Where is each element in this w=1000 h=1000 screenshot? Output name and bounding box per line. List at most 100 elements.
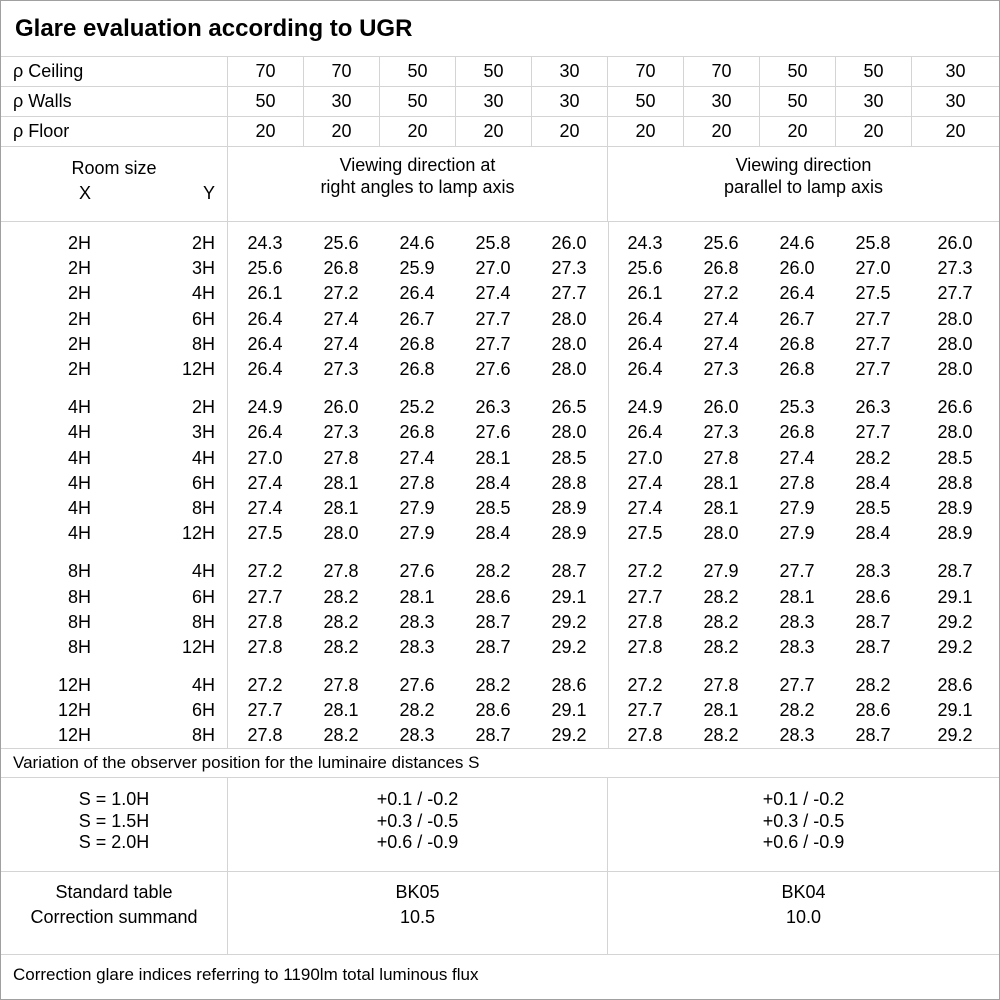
ugr-value-parallel: 26.0	[703, 397, 739, 418]
ugr-value-parallel: 29.2	[937, 725, 973, 746]
ugr-value-right-angles: 28.2	[323, 725, 359, 746]
ugr-value-parallel: 24.3	[627, 233, 663, 254]
s-value-right-angles: +0.6 / -0.9	[376, 832, 459, 852]
ugr-value-parallel: 27.8	[779, 472, 815, 493]
reflectance-row-label: ρ Walls	[13, 91, 72, 111]
ugr-value-parallel: 28.0	[937, 422, 973, 443]
ugr-value-right-angles: 26.8	[399, 333, 435, 354]
ugr-value-parallel: 28.3	[855, 561, 891, 582]
ugr-value-parallel: 25.6	[627, 258, 663, 279]
ugr-value-parallel: 27.8	[703, 447, 739, 468]
ugr-value-right-angles: 28.7	[475, 636, 511, 657]
ugr-value-parallel: 28.7	[855, 636, 891, 657]
ugr-value-right-angles: 27.4	[323, 333, 359, 354]
ugr-value-parallel: 27.4	[703, 308, 739, 329]
ugr-value-parallel: 26.4	[627, 333, 663, 354]
room-size-y: 3H	[191, 258, 215, 279]
ugr-value-parallel: 28.6	[855, 700, 891, 721]
ugr-value-parallel: 28.6	[937, 675, 973, 696]
ugr-row: 4H 4H 27.0 27.8 27.4 28.1 28.5 27.0 27.8 27.4 28.2…	[1, 446, 999, 471]
ugr-value-parallel: 27.8	[627, 725, 663, 746]
ugr-value-right-angles: 29.1	[551, 700, 587, 721]
ugr-data-table: 2H 2H 24.3 25.6 24.6 25.8 26.0 24.3 25.6 24.6 25.8…	[1, 222, 999, 748]
reflectance-row-label: ρ Ceiling	[13, 61, 84, 81]
ugr-value-right-angles: 28.4	[475, 472, 511, 493]
ugr-row: 4H 2H 24.9 26.0 25.2 26.3 26.5 24.9 26.0 25.3 26.3…	[1, 395, 999, 420]
ugr-value-right-angles: 26.4	[247, 308, 283, 329]
ugr-value-right-angles: 28.2	[323, 611, 359, 632]
ugr-value-parallel: 26.7	[779, 308, 815, 329]
ugr-value-right-angles: 27.4	[247, 497, 283, 518]
ugr-value-right-angles: 26.4	[247, 333, 283, 354]
room-size-x: 2H	[67, 283, 91, 304]
reflectance-value: 50	[379, 57, 455, 86]
ugr-value-right-angles: 27.9	[399, 523, 435, 544]
room-size-y: 4H	[191, 561, 215, 582]
ugr-value-parallel: 26.0	[937, 233, 973, 254]
ugr-value-right-angles: 28.5	[551, 447, 587, 468]
ugr-value-right-angles: 27.2	[247, 561, 283, 582]
ugr-row: 2H 4H 26.1 27.2 26.4 27.4 27.7 26.1 27.2 26.4 27.5…	[1, 281, 999, 306]
ugr-value-parallel: 27.4	[627, 497, 663, 518]
standard-value-right-angles: BK05	[395, 882, 440, 902]
ugr-value-parallel: 27.7	[779, 561, 815, 582]
ugr-row: 8H 6H 27.7 28.2 28.1 28.6 29.1 27.7 28.2 28.1 28.6…	[1, 584, 999, 609]
ugr-value-right-angles: 28.1	[323, 497, 359, 518]
ugr-row: 4H 6H 27.4 28.1 27.8 28.4 28.8 27.4 28.1 27.8 28.4…	[1, 471, 999, 496]
ugr-row: 8H 8H 27.8 28.2 28.3 28.7 29.2 27.8 28.2 28.3 28.7…	[1, 610, 999, 635]
room-size-x: 2H	[67, 258, 91, 279]
room-size-y: 12H	[181, 523, 215, 544]
ugr-value-parallel: 29.2	[937, 611, 973, 632]
ugr-value-right-angles: 28.0	[551, 422, 587, 443]
ugr-row: 2H 6H 26.4 27.4 26.7 27.7 28.0 26.4 27.4 26.7 27.7…	[1, 307, 999, 332]
room-size-x: 4H	[67, 472, 91, 493]
ugr-row: 4H 8H 27.4 28.1 27.9 28.5 28.9 27.4 28.1 27.9 28.5…	[1, 496, 999, 521]
table-header-band: Room size X Y Viewing direction at right…	[1, 147, 999, 222]
ugr-row: 2H 8H 26.4 27.4 26.8 27.7 28.0 26.4 27.4 26.8 27.7…	[1, 332, 999, 357]
s-values-right-angles: +0.1 / -0.2 +0.3 / -0.5 +0.6 / -0.9	[227, 778, 607, 871]
ugr-value-parallel: 28.0	[937, 359, 973, 380]
observer-variation-section: S = 1.0H S = 1.5H S = 2.0H +0.1 / -0.2 +0.3…	[1, 778, 999, 872]
ugr-value-right-angles: 25.2	[399, 397, 435, 418]
s-value-parallel: +0.1 / -0.2	[762, 789, 845, 809]
ugr-value-parallel: 28.1	[703, 497, 739, 518]
ugr-value-right-angles: 28.2	[323, 586, 359, 607]
ugr-value-parallel: 27.4	[779, 447, 815, 468]
ugr-value-right-angles: 28.5	[475, 497, 511, 518]
room-size-y: 6H	[191, 586, 215, 607]
standard-values-parallel: BK04 10.0	[607, 872, 999, 954]
room-size-y: 4H	[191, 675, 215, 696]
s-values-parallel: +0.1 / -0.2 +0.3 / -0.5 +0.6 / -0.9	[607, 778, 999, 871]
ugr-value-parallel: 28.7	[937, 561, 973, 582]
ugr-row: 8H 12H 27.8 28.2 28.3 28.7 29.2 27.8 28.2 28.3 28.…	[1, 635, 999, 660]
ugr-value-right-angles: 27.7	[247, 700, 283, 721]
reflectance-value: 70	[683, 57, 759, 86]
ugr-value-right-angles: 29.1	[551, 586, 587, 607]
ugr-value-parallel: 26.4	[779, 283, 815, 304]
ugr-value-right-angles: 28.6	[475, 586, 511, 607]
variation-note-row: Variation of the observer position for t…	[1, 748, 999, 778]
ugr-value-right-angles: 26.8	[399, 422, 435, 443]
viewing-direction-parallel-header: Viewing direction parallel to lamp axis	[607, 147, 999, 221]
ugr-value-right-angles: 26.7	[399, 308, 435, 329]
ugr-value-right-angles: 27.0	[247, 447, 283, 468]
ugr-value-right-angles: 27.7	[551, 283, 587, 304]
ugr-value-parallel: 25.6	[703, 233, 739, 254]
ugr-value-right-angles: 24.9	[247, 397, 283, 418]
ugr-value-parallel: 28.9	[937, 523, 973, 544]
ugr-value-parallel: 28.6	[855, 586, 891, 607]
ugr-value-right-angles: 27.7	[247, 586, 283, 607]
reflectance-value: 50	[455, 57, 531, 86]
ugr-value-right-angles: 28.1	[475, 447, 511, 468]
room-size-x: 2H	[67, 308, 91, 329]
ugr-value-parallel: 26.6	[937, 397, 973, 418]
ugr-value-right-angles: 27.4	[323, 308, 359, 329]
reflectance-value: 30	[911, 57, 999, 86]
room-size-y-label: Y	[202, 183, 215, 203]
s-value-right-angles: +0.3 / -0.5	[376, 810, 459, 831]
ugr-value-parallel: 27.4	[627, 472, 663, 493]
ugr-value-parallel: 28.4	[855, 523, 891, 544]
ugr-row: 2H 3H 25.6 26.8 25.9 27.0 27.3 25.6 26.8 26.0 27.0…	[1, 256, 999, 281]
ugr-value-parallel: 28.1	[703, 700, 739, 721]
ugr-row: 4H 3H 26.4 27.3 26.8 27.6 28.0 26.4 27.3 26.8 27.7…	[1, 420, 999, 445]
